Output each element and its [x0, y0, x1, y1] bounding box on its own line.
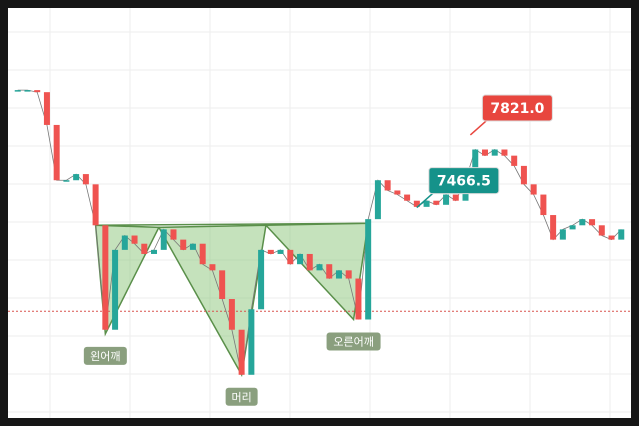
candle: [413, 200, 420, 207]
candle: [608, 235, 615, 240]
candle: [92, 184, 99, 226]
candle: [511, 155, 518, 166]
candle: [618, 229, 625, 240]
candle: [180, 239, 187, 250]
candle: [472, 149, 479, 181]
candle: [433, 200, 440, 205]
candle: [121, 235, 128, 250]
candle: [43, 92, 50, 125]
candle: [258, 249, 265, 310]
candle: [24, 90, 31, 92]
candle: [102, 225, 109, 330]
candle: [365, 219, 372, 320]
candle: [530, 184, 537, 195]
annotation-label: 왼어깨: [90, 349, 120, 363]
annotation-label: 머리: [232, 391, 252, 404]
callout-box: [481, 94, 553, 122]
candle: [228, 299, 235, 330]
candle: [559, 229, 566, 240]
callout-label: 7466.5: [437, 174, 491, 190]
candle: [112, 249, 119, 330]
candle: [374, 180, 381, 220]
callout-pointer: [416, 191, 436, 209]
callout-label: 7821.0: [490, 101, 544, 117]
candle: [141, 243, 148, 254]
neckline: [95, 222, 369, 227]
candle: [219, 270, 226, 300]
candle: [63, 180, 70, 182]
grid: [8, 8, 631, 418]
candle: [160, 229, 167, 250]
candle: [394, 190, 401, 195]
annotation-box: [225, 387, 258, 406]
candle: [443, 194, 450, 205]
annotation-box: [326, 332, 381, 351]
candle: [540, 194, 547, 216]
candle: [277, 249, 284, 254]
candle: [306, 253, 313, 271]
callout-box: [428, 167, 500, 195]
candle: [199, 243, 206, 265]
candle: [53, 124, 60, 181]
candle: [335, 270, 342, 279]
candle: [598, 225, 605, 236]
candle: [189, 243, 196, 250]
candle: [238, 329, 245, 375]
candle: [151, 249, 158, 254]
candle: [209, 264, 216, 271]
candle: [520, 165, 527, 185]
candle: [481, 149, 488, 156]
candle: [579, 219, 586, 226]
candle: [82, 174, 89, 185]
candle: [550, 215, 557, 240]
candle: [14, 90, 21, 92]
candle: [384, 180, 391, 191]
candle: [326, 264, 333, 279]
candle: [491, 149, 498, 156]
candle: [287, 249, 294, 265]
candle: [34, 90, 41, 93]
callout-pointer: [469, 118, 489, 136]
candle: [501, 149, 508, 156]
candle: [355, 278, 362, 320]
candle: [131, 235, 138, 244]
candle: [248, 309, 255, 375]
annotation-box: [83, 346, 127, 365]
annotation-label: 오른어깨: [333, 336, 373, 349]
candle: [452, 194, 459, 201]
candle: [423, 200, 430, 207]
candle: [316, 264, 323, 271]
candle: [73, 174, 80, 181]
candle: [345, 270, 352, 279]
candle: [589, 219, 596, 226]
candle: [569, 225, 576, 230]
candle: [170, 229, 177, 240]
candle: [404, 194, 411, 201]
candle: [297, 253, 304, 265]
candle: [267, 249, 274, 254]
